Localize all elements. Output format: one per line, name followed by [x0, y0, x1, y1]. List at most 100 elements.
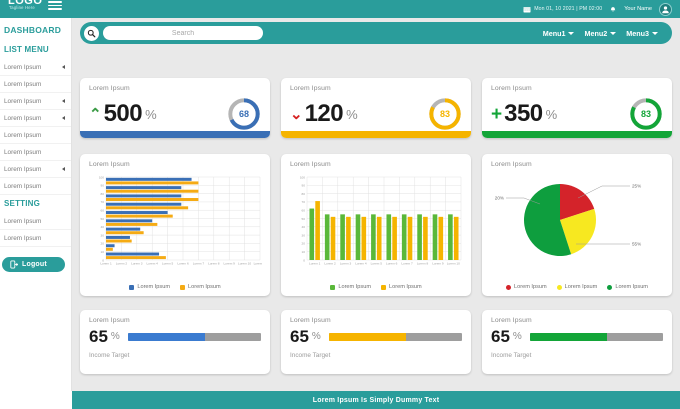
legend-swatch — [180, 284, 185, 290]
legend-label: Lorem Ipsum — [564, 284, 598, 290]
svg-text:Lorem 11: Lorem 11 — [254, 262, 262, 266]
sidebar-item[interactable]: Lorem Ipsum — [0, 76, 71, 93]
kpi-value: 500 — [103, 100, 143, 127]
sidebar: DASHBOARD LIST MENU Lorem Ipsum Lorem Ip… — [0, 18, 72, 391]
svg-text:90: 90 — [101, 184, 105, 188]
svg-text:60: 60 — [101, 209, 105, 213]
gauge-donut: 83 — [629, 97, 663, 131]
chart-legend: Lorem Ipsum Lorem Ipsum — [281, 284, 471, 290]
sidebar-item[interactable]: Lorem Ipsum — [0, 127, 71, 144]
svg-text:Lorem 9: Lorem 9 — [224, 262, 236, 266]
legend-label: Lorem Ipsum — [615, 284, 648, 290]
svg-text:10: 10 — [302, 250, 306, 254]
sidebar-item-label: Lorem Ipsum — [4, 80, 42, 88]
svg-text:20%: 20% — [495, 196, 504, 201]
search-bar: Menu1 Menu2 Menu3 — [80, 22, 672, 44]
progress-bar — [127, 332, 261, 341]
progress-body: 65 % — [80, 324, 270, 345]
sidebar-setting-item[interactable]: Lorem Ipsum — [0, 213, 71, 230]
svg-text:90: 90 — [302, 184, 306, 188]
legend-swatch — [607, 284, 613, 290]
kpi-card-2[interactable]: Lorem Ipsum ⌄ 120 % 83 — [281, 78, 471, 138]
kpi-value: 120 — [304, 100, 344, 127]
svg-text:10: 10 — [101, 250, 105, 254]
top-bar: LOGO Tagline Here Mon 01, 10 2021 | PM 0… — [0, 0, 680, 18]
kpi-accent-bar — [482, 131, 672, 138]
sidebar-item-label: Lorem Ipsum — [4, 234, 42, 242]
legend-swatch — [129, 284, 135, 290]
kpi-card-3[interactable]: Lorem Ipsum + 350 % 83 — [482, 78, 672, 138]
legend-label: Lorem Ipsum — [137, 284, 170, 290]
progress-body: 65 % — [482, 324, 672, 345]
svg-text:Lorem 7: Lorem 7 — [401, 262, 413, 266]
sidebar-item[interactable]: Lorem Ipsum — [0, 161, 71, 178]
trend-down-icon: ⌄ — [290, 105, 303, 123]
svg-text:50: 50 — [302, 217, 306, 221]
top-bar-right: Mon 01, 10 2021 | PM 02:00 Your Name — [523, 0, 680, 18]
logout-label: Logout — [22, 261, 47, 268]
svg-text:30: 30 — [302, 233, 306, 237]
sidebar-item-label: Lorem Ipsum — [4, 131, 42, 139]
progress-card-3[interactable]: Lorem Ipsum 65 % Income Target — [482, 310, 672, 374]
svg-text:Lorem 4: Lorem 4 — [355, 262, 367, 266]
horizontal-bar-chart: 100 90 80 70 60 50 40 30 20 10 0 Lorem 1 Lorem 2 Lore… — [88, 174, 267, 274]
notification-icon[interactable] — [609, 6, 617, 13]
svg-text:Lorem 3: Lorem 3 — [131, 262, 143, 266]
menu-item-3[interactable]: Menu3 — [626, 29, 658, 38]
progress-unit: % — [311, 330, 321, 342]
search-icon[interactable] — [84, 25, 99, 41]
legend-swatch — [506, 284, 512, 290]
kpi-unit: % — [346, 106, 358, 122]
chevron-left-icon — [62, 116, 65, 120]
hamburger-icon[interactable] — [48, 1, 62, 12]
user-avatar-icon — [662, 5, 669, 13]
sidebar-item[interactable]: Lorem Ipsum — [0, 178, 71, 195]
footer-text: Lorem Ipsum Is Simply Dummy Text — [312, 396, 440, 404]
sidebar-item[interactable]: Lorem Ipsum — [0, 59, 71, 76]
chart-card-bar-horizontal[interactable]: Lorem Ipsum 100 90 80 70 60 50 40 30 20 10 0 Lorem … — [80, 154, 270, 296]
chart-title: Lorem Ipsum — [89, 161, 130, 168]
chart-card-pie[interactable]: Lorem Ipsum 25% 20% 55% Lorem Ipsum Lorem … — [482, 154, 672, 296]
kpi-body: ⌃ 500 % 68 — [80, 92, 270, 134]
legend-item: Lorem Ipsum — [330, 284, 371, 290]
sidebar-setting-item[interactable]: Lorem Ipsum — [0, 230, 71, 247]
sidebar-item-label: Lorem Ipsum — [4, 114, 42, 122]
progress-fill — [127, 332, 206, 341]
svg-text:Lorem 4: Lorem 4 — [147, 262, 159, 266]
menu-label: Menu1 — [542, 28, 566, 38]
legend-item: Lorem Ipsum — [556, 284, 598, 290]
chart-legend: Lorem Ipsum Lorem Ipsum — [80, 284, 270, 290]
avatar[interactable] — [659, 2, 672, 16]
chart-title: Lorem Ipsum — [290, 161, 331, 168]
kpi-title: Lorem Ipsum — [89, 85, 130, 92]
svg-text:Lorem 1: Lorem 1 — [309, 262, 321, 266]
svg-text:40: 40 — [101, 225, 105, 229]
svg-text:Lorem 7: Lorem 7 — [193, 262, 205, 266]
kpi-card-1[interactable]: Lorem Ipsum ⌃ 500 % 68 — [80, 78, 270, 138]
menu-item-2[interactable]: Menu2 — [584, 29, 617, 38]
progress-value: 65 — [290, 327, 309, 346]
sidebar-item[interactable]: Lorem Ipsum — [0, 144, 71, 161]
sidebar-item[interactable]: Lorem Ipsum — [0, 110, 71, 127]
progress-card-2[interactable]: Lorem Ipsum 65 % Income Target — [281, 310, 471, 374]
sidebar-item-label: Lorem Ipsum — [4, 182, 42, 190]
chart-legend: Lorem Ipsum Lorem Ipsum Lorem Ipsum — [482, 284, 672, 290]
search-input[interactable] — [103, 26, 263, 40]
chart-title: Lorem Ipsum — [491, 161, 532, 168]
sidebar-item-label: Lorem Ipsum — [4, 63, 42, 71]
date-time-text: Mon 01, 10 2021 | PM 02:00 — [534, 6, 603, 12]
menu-item-1[interactable]: Menu1 — [543, 29, 575, 38]
progress-value: 65 — [491, 327, 510, 346]
sidebar-dashboard-label[interactable]: DASHBOARD — [4, 25, 62, 35]
plus-icon: + — [491, 103, 503, 125]
svg-text:20: 20 — [101, 242, 105, 246]
kpi-accent-bar — [281, 131, 471, 138]
logout-button[interactable]: Logout — [2, 257, 65, 272]
sidebar-item[interactable]: Lorem Ipsum — [0, 93, 71, 110]
progress-card-1[interactable]: Lorem Ipsum 65 % Income Target — [80, 310, 270, 374]
svg-text:Lorem 5: Lorem 5 — [162, 262, 174, 266]
chart-card-bar-vertical[interactable]: Lorem Ipsum 100 90 80 70 60 50 40 30 20 10 0 Lorem … — [281, 154, 471, 296]
progress-bar — [529, 332, 663, 341]
legend-item: Lorem Ipsum — [607, 284, 648, 290]
chevron-left-icon — [62, 167, 65, 171]
